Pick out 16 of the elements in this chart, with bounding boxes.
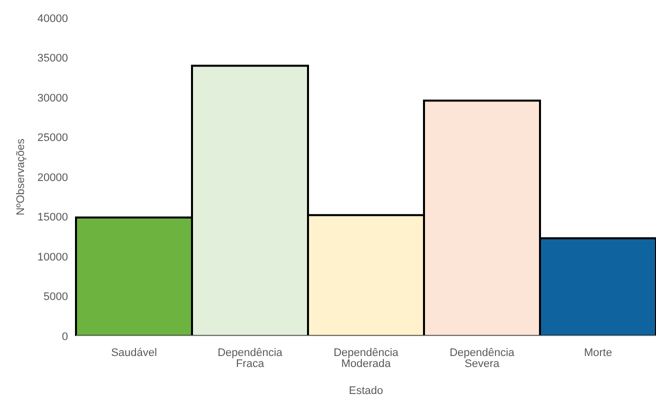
x-tick-label: Dependência Severa (450, 346, 516, 370)
y-tick-label: 10000 (37, 251, 68, 264)
y-tick-label: 20000 (37, 172, 68, 184)
x-tick-label: Dependência Fraca (218, 346, 284, 370)
y-tick-label: 5000 (44, 291, 68, 304)
x-tick-label: Saudável (111, 346, 157, 359)
y-tick-label: 30000 (37, 92, 68, 104)
y-tick-label: 35000 (37, 52, 68, 65)
x-tick-label: Morte (584, 346, 612, 359)
y-tick-label: 0 (62, 330, 68, 343)
y-tick-label: 15000 (37, 212, 68, 224)
y-axis-title: NºObservações (14, 138, 27, 216)
y-tick-label: 40000 (37, 12, 68, 25)
y-tick-label: 25000 (37, 132, 68, 144)
x-axis-title: Estado (348, 385, 384, 397)
x-tick-label: Dependência Moderada (334, 346, 400, 370)
